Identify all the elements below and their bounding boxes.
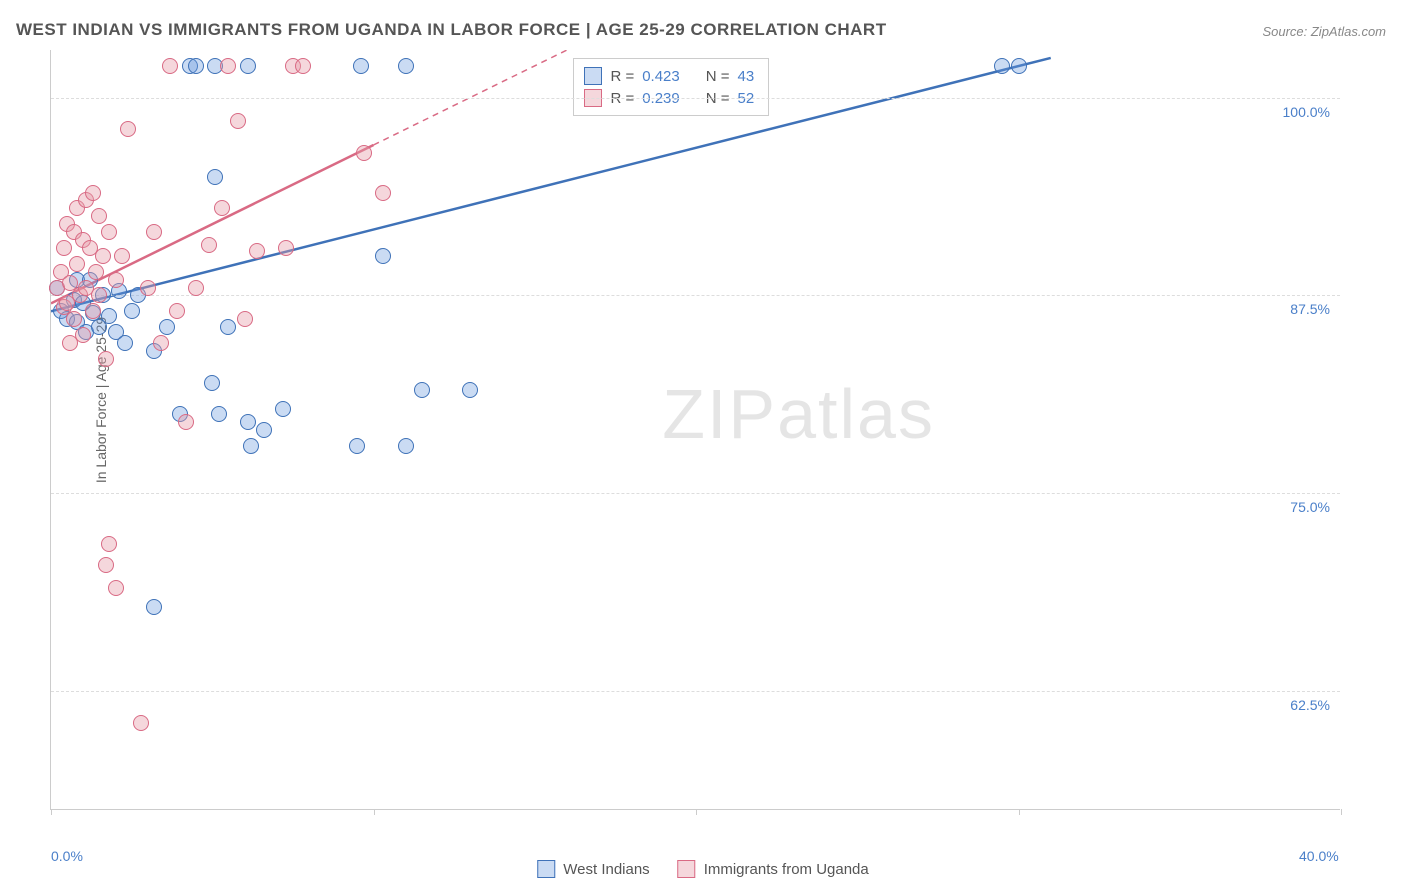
data-point	[108, 272, 124, 288]
data-point	[237, 311, 253, 327]
data-point	[220, 58, 236, 74]
data-point	[162, 58, 178, 74]
data-point	[153, 335, 169, 351]
x-tick-label: 40.0%	[1299, 848, 1339, 864]
gridline	[51, 493, 1340, 494]
correlation-row: R = 0.423 N = 43	[584, 65, 754, 87]
data-point	[140, 280, 156, 296]
data-point	[204, 375, 220, 391]
data-point	[91, 208, 107, 224]
y-tick-label: 75.0%	[1290, 499, 1330, 515]
plot-area: ZIPatlas R =0.423N =43R =0.239N =52 62.5…	[50, 50, 1340, 810]
data-point	[85, 185, 101, 201]
y-tick-label: 100.0%	[1283, 104, 1330, 120]
corr-n-value: 43	[738, 68, 755, 85]
x-tick	[696, 809, 697, 815]
data-point	[201, 237, 217, 253]
legend-swatch-pink	[678, 860, 696, 878]
data-point	[101, 308, 117, 324]
data-point	[240, 58, 256, 74]
data-point	[146, 224, 162, 240]
data-point	[117, 335, 133, 351]
chart-container: WEST INDIAN VS IMMIGRANTS FROM UGANDA IN…	[0, 0, 1406, 892]
data-point	[178, 414, 194, 430]
x-tick	[51, 809, 52, 815]
trend-lines-layer	[51, 50, 1341, 810]
data-point	[133, 715, 149, 731]
data-point	[256, 422, 272, 438]
data-point	[207, 169, 223, 185]
data-point	[375, 185, 391, 201]
watermark: ZIPatlas	[662, 374, 935, 454]
source-label: Source: ZipAtlas.com	[1262, 24, 1386, 39]
x-tick-label: 0.0%	[51, 848, 83, 864]
data-point	[188, 280, 204, 296]
data-point	[75, 327, 91, 343]
legend-label-1: West Indians	[563, 861, 649, 878]
data-point	[462, 382, 478, 398]
gridline	[51, 98, 1340, 99]
data-point	[108, 580, 124, 596]
bottom-legend: West Indians Immigrants from Uganda	[537, 860, 869, 878]
legend-item-uganda: Immigrants from Uganda	[678, 860, 869, 878]
gridline	[51, 295, 1340, 296]
legend-swatch-blue	[537, 860, 555, 878]
data-point	[356, 145, 372, 161]
data-point	[243, 438, 259, 454]
data-point	[101, 224, 117, 240]
data-point	[169, 303, 185, 319]
data-point	[98, 351, 114, 367]
data-point	[220, 319, 236, 335]
x-tick	[374, 809, 375, 815]
data-point	[249, 243, 265, 259]
legend-label-2: Immigrants from Uganda	[704, 861, 869, 878]
data-point	[994, 58, 1010, 74]
data-point	[414, 382, 430, 398]
x-tick	[1341, 809, 1342, 815]
data-point	[278, 240, 294, 256]
data-point	[240, 414, 256, 430]
data-point	[101, 536, 117, 552]
data-point	[398, 438, 414, 454]
data-point	[349, 438, 365, 454]
corr-n-label: N =	[706, 68, 730, 85]
corr-r-value: 0.423	[642, 68, 680, 85]
trend-line	[51, 58, 1051, 311]
corr-r-label: R =	[610, 68, 634, 85]
y-tick-label: 87.5%	[1290, 301, 1330, 317]
data-point	[188, 58, 204, 74]
data-point	[56, 240, 72, 256]
data-point	[91, 287, 107, 303]
legend-item-west-indians: West Indians	[537, 860, 649, 878]
data-point	[211, 406, 227, 422]
data-point	[114, 248, 130, 264]
data-point	[146, 599, 162, 615]
data-point	[159, 319, 175, 335]
data-point	[85, 303, 101, 319]
data-point	[353, 58, 369, 74]
data-point	[295, 58, 311, 74]
x-tick	[1019, 809, 1020, 815]
data-point	[1011, 58, 1027, 74]
y-tick-label: 62.5%	[1290, 697, 1330, 713]
data-point	[275, 401, 291, 417]
data-point	[124, 303, 140, 319]
corr-swatch	[584, 67, 602, 85]
data-point	[375, 248, 391, 264]
data-point	[66, 311, 82, 327]
data-point	[69, 256, 85, 272]
data-point	[230, 113, 246, 129]
gridline	[51, 691, 1340, 692]
data-point	[88, 264, 104, 280]
chart-title: WEST INDIAN VS IMMIGRANTS FROM UGANDA IN…	[16, 20, 887, 40]
correlation-legend: R =0.423N =43R =0.239N =52	[573, 58, 769, 116]
watermark-atlas: atlas	[777, 375, 935, 453]
data-point	[120, 121, 136, 137]
data-point	[398, 58, 414, 74]
watermark-zip: ZIP	[662, 375, 777, 453]
data-point	[98, 557, 114, 573]
data-point	[95, 248, 111, 264]
data-point	[214, 200, 230, 216]
